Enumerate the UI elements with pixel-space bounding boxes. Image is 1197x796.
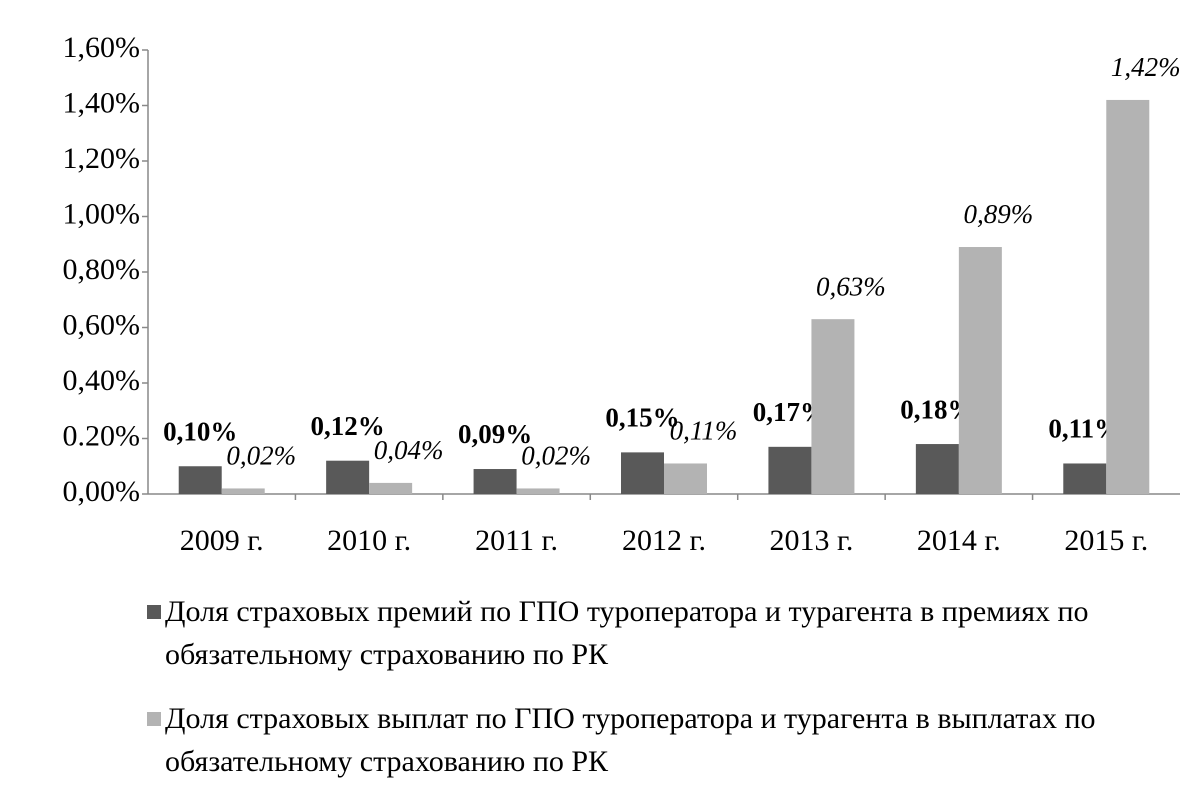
bar — [768, 446, 812, 494]
bar — [915, 444, 959, 494]
legend-item: Доля страховых выплат по ГПО туроператор… — [147, 697, 1187, 783]
legend-swatch — [147, 712, 161, 726]
bar — [369, 482, 413, 494]
x-tick-label: 2015 г. — [1064, 524, 1148, 557]
chart: 0,00% 0.20% 0,40% 0,60% 0,80% 1,00% 1,20% 1,40%… — [63, 31, 1181, 557]
bar — [326, 460, 370, 494]
bar — [473, 469, 517, 494]
y-tick-label: 1,00% — [63, 197, 141, 230]
data-label: 0,15% — [605, 403, 679, 433]
y-tick-label: 0,00% — [63, 475, 141, 508]
y-tick-label: 0,60% — [63, 308, 141, 341]
y-tick-label: 1,60% — [63, 31, 141, 64]
bar — [178, 466, 222, 494]
data-label: 0,12% — [311, 411, 385, 441]
legend-item: Доля страховых премий по ГПО туроператор… — [147, 590, 1187, 676]
data-label: 0,63% — [816, 271, 886, 301]
bar — [958, 247, 1002, 494]
legend-swatch — [147, 605, 161, 619]
bar — [811, 319, 855, 494]
bar — [621, 452, 664, 494]
legend-label: Доля страховых выплат по ГПО туроператор… — [165, 702, 1096, 778]
y-tick-label: 1,20% — [63, 142, 141, 175]
bar — [1063, 463, 1107, 494]
y-tick-label: 0,80% — [63, 253, 141, 286]
data-label: 0,04% — [374, 435, 444, 465]
legend-label: Доля страховых премий по ГПО туроператор… — [165, 595, 1089, 671]
data-label: 0,02% — [226, 441, 296, 471]
bar — [664, 463, 707, 494]
y-tick-label: 0,40% — [63, 364, 141, 397]
bar — [1106, 99, 1150, 494]
y-tick-label: 0.20% — [63, 419, 141, 452]
data-label: 0,09% — [458, 419, 532, 449]
bar — [221, 488, 265, 494]
data-label: 0,10% — [163, 416, 237, 446]
x-tick-label: 2009 г. — [180, 524, 264, 557]
x-tick-label: 2011 г. — [475, 524, 558, 557]
bar — [516, 488, 560, 494]
data-label: 1,42% — [1111, 52, 1181, 82]
x-tick-label: 2012 г. — [622, 524, 706, 557]
x-tick-label: 2014 г. — [917, 524, 1001, 557]
data-label: 0,02% — [521, 441, 591, 471]
x-tick-label: 2013 г. — [769, 524, 853, 557]
y-tick-label: 1,40% — [63, 86, 141, 119]
x-tick-label: 2010 г. — [327, 524, 411, 557]
data-label: 0,89% — [963, 199, 1033, 229]
data-label: 0,11% — [670, 416, 738, 446]
